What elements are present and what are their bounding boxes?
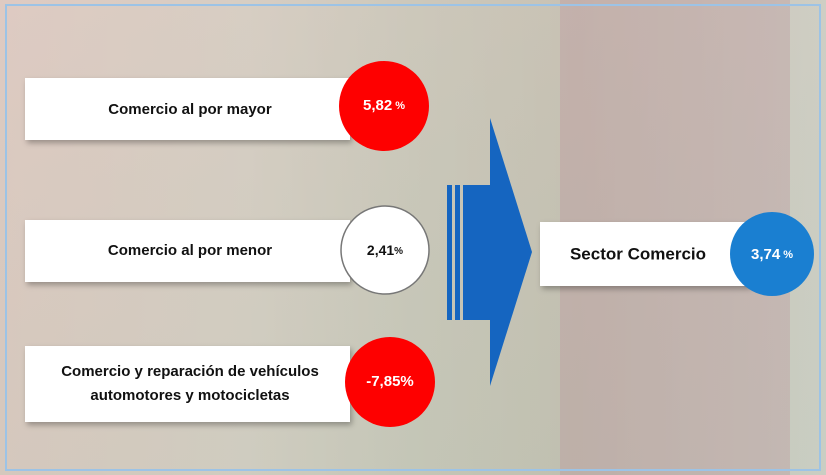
- infographic: Comercio al por mayor 5,82% Comercio al …: [0, 0, 826, 475]
- value-number: 5,82: [363, 97, 392, 114]
- item-value: 5,82%: [363, 97, 405, 114]
- item-label: Comercio y reparación de vehículos: [61, 363, 319, 380]
- value-number: 3,74: [751, 246, 781, 263]
- value-unit: %: [395, 100, 405, 112]
- item-label: Comercio al por mayor: [108, 101, 272, 118]
- value-unit: %: [394, 246, 403, 257]
- value-unit: %: [400, 373, 413, 390]
- value-number: 2,41: [367, 242, 394, 258]
- item-value: -7,85%: [366, 373, 414, 390]
- result-label: Sector Comercio: [570, 244, 706, 263]
- result-value: 3,74%: [751, 246, 793, 263]
- value-unit: %: [783, 249, 793, 261]
- item-label: automotores y motocicletas: [90, 387, 289, 404]
- label-box: [25, 346, 350, 422]
- value-number: -7,85: [366, 373, 400, 390]
- item-label: Comercio al por menor: [108, 242, 272, 259]
- diagram: Comercio al por mayor 5,82% Comercio al …: [0, 0, 826, 475]
